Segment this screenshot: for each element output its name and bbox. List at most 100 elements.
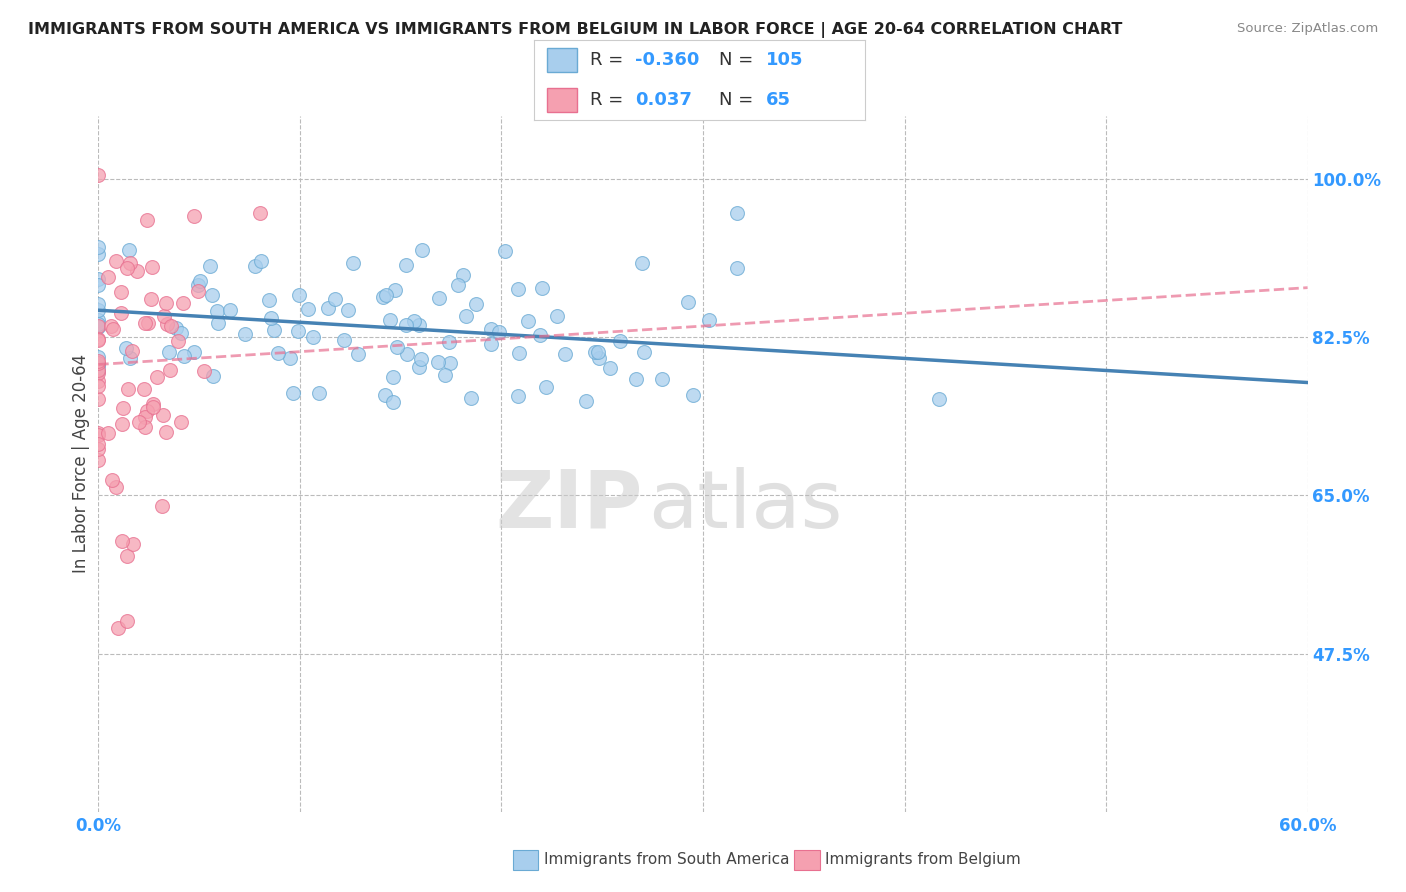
- Point: [87, 426, 110, 441]
- Point: [202, 368, 225, 383]
- Point: [624, 372, 647, 386]
- Point: [87, 297, 110, 311]
- Point: [426, 354, 449, 368]
- Point: [233, 327, 256, 342]
- Text: 0.037: 0.037: [636, 91, 692, 109]
- Point: [188, 274, 211, 288]
- Point: [395, 258, 418, 272]
- Point: [97, 425, 120, 440]
- FancyBboxPatch shape: [547, 48, 578, 72]
- Point: [288, 287, 311, 301]
- Point: [128, 415, 150, 429]
- Point: [451, 268, 474, 282]
- Point: [87, 354, 110, 368]
- Point: [200, 288, 222, 302]
- Point: [145, 370, 167, 384]
- Text: IMMIGRANTS FROM SOUTH AMERICA VS IMMIGRANTS FROM BELGIUM IN LABOR FORCE | AGE 20: IMMIGRANTS FROM SOUTH AMERICA VS IMMIGRA…: [28, 22, 1122, 38]
- FancyBboxPatch shape: [547, 88, 578, 112]
- Point: [87, 350, 110, 364]
- Point: [121, 537, 143, 551]
- Point: [87, 363, 110, 377]
- Point: [125, 264, 148, 278]
- Point: [87, 312, 110, 326]
- Text: N =: N =: [720, 51, 759, 69]
- Point: [219, 303, 242, 318]
- Point: [97, 269, 120, 284]
- Point: [263, 323, 285, 337]
- Point: [87, 357, 110, 371]
- Point: [87, 169, 110, 183]
- Point: [87, 240, 110, 254]
- Text: Immigrants from Belgium: Immigrants from Belgium: [825, 853, 1021, 867]
- Point: [115, 614, 138, 628]
- Text: Immigrants from South America: Immigrants from South America: [544, 853, 790, 867]
- Point: [87, 428, 110, 442]
- Point: [87, 452, 110, 467]
- Point: [259, 293, 281, 307]
- Point: [402, 314, 425, 328]
- Point: [479, 322, 502, 336]
- Point: [115, 549, 138, 563]
- Point: [111, 533, 134, 548]
- Point: [172, 295, 194, 310]
- Point: [107, 621, 129, 635]
- Point: [87, 278, 110, 293]
- Point: [395, 347, 418, 361]
- Point: [508, 389, 530, 403]
- Point: [260, 311, 283, 326]
- Point: [87, 271, 110, 285]
- Point: [187, 277, 209, 292]
- Point: [205, 304, 228, 318]
- Point: [160, 319, 183, 334]
- Text: N =: N =: [720, 91, 765, 109]
- Point: [249, 206, 271, 220]
- Point: [87, 247, 110, 261]
- Point: [250, 254, 273, 268]
- Point: [103, 322, 125, 336]
- Point: [87, 442, 110, 457]
- Point: [651, 371, 673, 385]
- Point: [609, 334, 631, 348]
- Point: [546, 309, 568, 323]
- Point: [87, 319, 110, 334]
- Point: [134, 316, 156, 330]
- Point: [508, 346, 530, 360]
- Point: [87, 356, 110, 370]
- Point: [384, 283, 406, 297]
- Point: [141, 260, 163, 274]
- Point: [136, 316, 159, 330]
- Point: [118, 244, 141, 258]
- Point: [682, 388, 704, 402]
- Point: [159, 363, 181, 377]
- Point: [87, 392, 110, 407]
- Point: [100, 318, 122, 333]
- Point: [529, 327, 551, 342]
- Point: [120, 351, 142, 365]
- Point: [460, 391, 482, 405]
- Text: ZIP: ZIP: [495, 467, 643, 545]
- Point: [434, 368, 457, 382]
- Point: [464, 296, 486, 310]
- Point: [157, 344, 180, 359]
- Point: [456, 309, 478, 323]
- Point: [87, 318, 110, 333]
- Point: [374, 288, 396, 302]
- Point: [156, 318, 179, 332]
- Point: [155, 425, 177, 439]
- Point: [193, 363, 215, 377]
- Point: [87, 359, 110, 374]
- Point: [588, 351, 610, 365]
- Point: [142, 401, 165, 415]
- Point: [152, 309, 174, 323]
- Point: [447, 278, 470, 293]
- Point: [105, 254, 128, 268]
- Point: [586, 345, 609, 359]
- Point: [488, 325, 510, 339]
- Point: [387, 340, 409, 354]
- Point: [725, 205, 748, 219]
- Point: [333, 333, 356, 347]
- Point: [134, 410, 156, 425]
- Point: [110, 306, 132, 320]
- Point: [516, 313, 538, 327]
- Point: [928, 392, 950, 406]
